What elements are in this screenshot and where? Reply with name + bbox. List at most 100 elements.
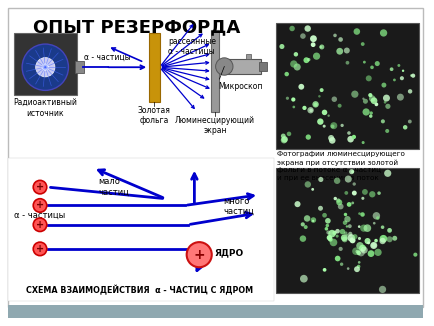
- Circle shape: [328, 230, 336, 237]
- Circle shape: [408, 120, 412, 124]
- Circle shape: [354, 266, 360, 272]
- Circle shape: [338, 204, 344, 209]
- Circle shape: [322, 213, 327, 217]
- Text: СХЕМА ВЗАИМОДЕЙСТВИЯ  α - ЧАСТИЦ С ЯДРОМ: СХЕМА ВЗАИМОДЕЙСТВИЯ α - ЧАСТИЦ С ЯДРОМ: [26, 285, 253, 295]
- Circle shape: [300, 33, 306, 39]
- Circle shape: [325, 218, 331, 224]
- Circle shape: [307, 58, 310, 61]
- Circle shape: [333, 34, 337, 37]
- Circle shape: [319, 44, 324, 50]
- Circle shape: [309, 109, 313, 112]
- Circle shape: [341, 124, 344, 127]
- Circle shape: [305, 181, 311, 188]
- Circle shape: [351, 170, 354, 173]
- Bar: [75, 61, 84, 73]
- Circle shape: [330, 122, 337, 129]
- Circle shape: [351, 91, 358, 98]
- Circle shape: [397, 94, 404, 101]
- Circle shape: [352, 247, 360, 255]
- Circle shape: [362, 108, 370, 116]
- Text: +: +: [36, 182, 44, 192]
- Circle shape: [410, 74, 413, 77]
- Circle shape: [348, 234, 355, 242]
- Circle shape: [366, 75, 372, 82]
- Circle shape: [281, 134, 286, 139]
- Circle shape: [310, 35, 317, 42]
- Circle shape: [345, 61, 349, 65]
- Text: Радиоактивный
источник: Радиоактивный источник: [13, 98, 77, 118]
- Circle shape: [356, 242, 364, 249]
- Circle shape: [344, 213, 347, 216]
- Circle shape: [281, 137, 287, 143]
- Circle shape: [346, 234, 349, 236]
- Circle shape: [328, 237, 333, 242]
- Circle shape: [307, 107, 314, 113]
- Circle shape: [281, 136, 288, 143]
- Circle shape: [358, 212, 361, 215]
- Bar: [246, 54, 251, 59]
- Circle shape: [352, 191, 357, 196]
- Circle shape: [334, 178, 340, 184]
- Circle shape: [317, 118, 323, 125]
- Circle shape: [347, 131, 351, 135]
- Bar: [14, 33, 77, 96]
- Circle shape: [293, 106, 295, 108]
- Circle shape: [352, 135, 356, 139]
- Circle shape: [295, 201, 300, 207]
- Circle shape: [358, 261, 361, 264]
- Circle shape: [381, 225, 385, 229]
- Circle shape: [363, 99, 368, 104]
- Text: +: +: [36, 244, 44, 254]
- Circle shape: [379, 238, 386, 244]
- Circle shape: [385, 129, 389, 133]
- Circle shape: [377, 191, 381, 195]
- Circle shape: [398, 64, 400, 67]
- Circle shape: [304, 225, 308, 229]
- Circle shape: [330, 239, 337, 246]
- Circle shape: [306, 134, 311, 140]
- Circle shape: [380, 235, 387, 243]
- Bar: [276, 23, 419, 149]
- Text: +: +: [194, 248, 205, 262]
- Circle shape: [318, 206, 323, 211]
- Circle shape: [362, 197, 365, 200]
- Bar: [211, 30, 220, 112]
- Circle shape: [41, 63, 49, 71]
- Circle shape: [33, 180, 47, 194]
- Circle shape: [332, 231, 337, 235]
- Circle shape: [318, 177, 323, 182]
- Circle shape: [357, 265, 360, 268]
- Circle shape: [347, 136, 354, 142]
- Circle shape: [347, 267, 349, 270]
- Circle shape: [338, 104, 342, 108]
- Circle shape: [402, 69, 404, 72]
- Circle shape: [361, 247, 368, 254]
- Circle shape: [311, 42, 316, 47]
- Circle shape: [294, 52, 298, 56]
- Circle shape: [367, 242, 370, 244]
- Bar: [8, 158, 274, 301]
- Circle shape: [336, 199, 340, 203]
- Circle shape: [359, 245, 366, 252]
- Circle shape: [373, 212, 380, 219]
- Circle shape: [349, 169, 354, 174]
- Circle shape: [352, 234, 358, 239]
- Text: +: +: [36, 220, 44, 230]
- Circle shape: [356, 251, 361, 255]
- Circle shape: [393, 79, 396, 82]
- Circle shape: [311, 217, 316, 223]
- Circle shape: [368, 93, 372, 97]
- Circle shape: [347, 202, 352, 207]
- Circle shape: [318, 95, 321, 97]
- Text: Фотографии люминесцирующего
экрана при отсутствии золотой
фольги в потоке α - ча: Фотографии люминесцирующего экрана при о…: [277, 151, 405, 181]
- Circle shape: [403, 125, 408, 129]
- Circle shape: [355, 250, 359, 253]
- Circle shape: [286, 97, 289, 100]
- Circle shape: [364, 224, 371, 232]
- Text: Люминесцирующий
экран: Люминесцирующий экран: [175, 116, 255, 135]
- Circle shape: [334, 197, 337, 200]
- Circle shape: [340, 229, 345, 234]
- Circle shape: [33, 218, 47, 231]
- Circle shape: [371, 97, 378, 104]
- Circle shape: [300, 235, 306, 242]
